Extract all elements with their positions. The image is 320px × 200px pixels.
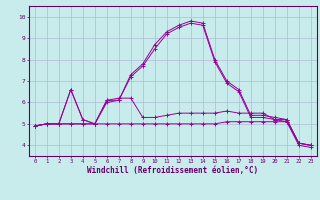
X-axis label: Windchill (Refroidissement éolien,°C): Windchill (Refroidissement éolien,°C) — [87, 166, 258, 175]
